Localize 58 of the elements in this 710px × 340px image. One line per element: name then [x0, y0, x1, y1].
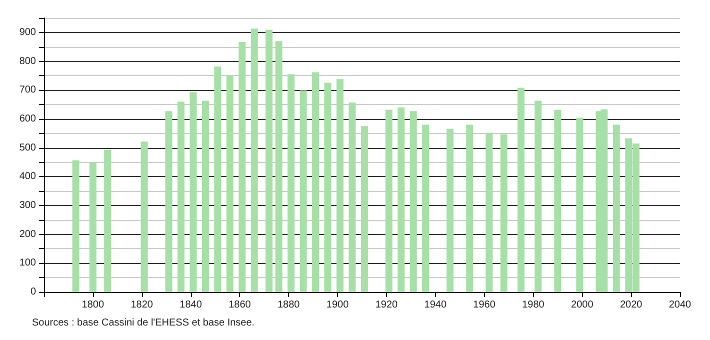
bar	[486, 132, 493, 292]
x-tick-label: 1800	[82, 300, 104, 310]
bar	[214, 66, 222, 292]
y-tick-label: 900	[19, 26, 36, 38]
x-tick-label: 1840	[180, 300, 202, 310]
y-tick-label: 0	[30, 286, 36, 298]
bar	[336, 79, 344, 292]
x-tick-label: 2000	[571, 300, 594, 310]
bar	[410, 111, 417, 292]
bar	[348, 102, 356, 292]
bar	[554, 110, 562, 292]
bar	[226, 76, 234, 292]
bar	[72, 160, 80, 292]
bar	[300, 90, 307, 292]
x-tick-label: 2020	[620, 300, 643, 310]
x-tick-label: 1880	[277, 300, 300, 310]
bar	[500, 134, 508, 292]
bar	[202, 100, 209, 292]
bar	[190, 92, 197, 292]
bar	[422, 124, 430, 292]
bar	[288, 74, 295, 292]
bar	[104, 150, 112, 292]
x-tick-label: 1900	[326, 300, 350, 310]
x-tick-label: 1820	[130, 300, 154, 310]
bar	[165, 111, 172, 292]
bar	[177, 102, 184, 292]
bar	[446, 128, 454, 292]
y-tick-label: 300	[19, 200, 36, 211]
y-tick-label: 400	[19, 171, 36, 182]
bar	[238, 42, 246, 292]
bar	[518, 88, 524, 292]
bar	[385, 110, 392, 292]
x-tick-label: 1980	[522, 300, 545, 310]
bar	[576, 118, 584, 292]
bar	[89, 162, 96, 292]
x-tick-label: 1960	[473, 300, 496, 310]
bar	[140, 141, 148, 292]
x-tick-label: 1940	[424, 300, 447, 310]
bar	[312, 72, 320, 292]
bar	[398, 107, 405, 292]
y-tick-label: 200	[19, 228, 36, 240]
bar	[466, 124, 474, 292]
x-tick-label: 2040	[668, 300, 692, 310]
bar	[250, 28, 258, 292]
bar	[266, 30, 273, 292]
bar	[324, 82, 332, 292]
y-tick-label: 700	[19, 84, 36, 96]
y-tick-label: 500	[19, 142, 36, 154]
bar	[360, 126, 368, 292]
bar	[534, 100, 542, 292]
y-tick-label: 600	[19, 113, 36, 124]
y-tick-label: 100	[19, 258, 36, 269]
y-tick-label: 800	[19, 56, 36, 67]
x-tick-label: 1920	[375, 300, 398, 310]
bar	[612, 124, 620, 292]
x-tick-label: 1860	[228, 300, 252, 310]
source-note: Sources : base Cassini de l'EHESS et base Insee.	[32, 318, 255, 328]
bar	[275, 41, 282, 292]
